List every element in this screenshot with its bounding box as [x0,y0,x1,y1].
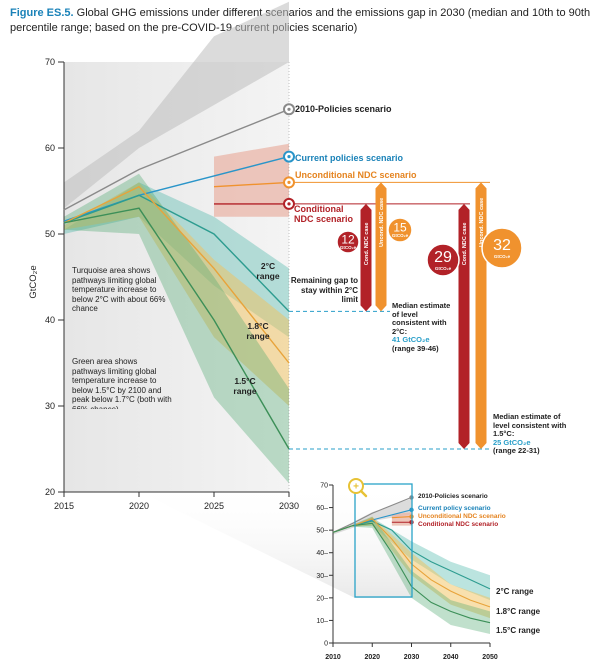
median-2c-text: Median estimate of level consistent with… [392,302,451,336]
inset-y-tick-label: 50– [316,528,328,535]
inset-range-2c-label: 2°C range [496,587,534,596]
median-2c-range: (range 39-46) [392,343,439,353]
svg-text:+: + [353,482,359,493]
gap-value: 32 [493,237,511,254]
magnifier-plus-icon[interactable] [348,478,364,494]
median-15c-text: Median estimate of level consistent with… [493,413,567,439]
gap-bar-arrow [375,182,387,312]
main-series-line [63,108,290,211]
gap-value-badge [426,243,460,277]
inset-scenario-current-label: Current policy scenario [418,505,491,512]
gap-value: 29 [434,249,452,266]
gap-bar-label: Cond. NDC case [364,223,370,266]
inset-range-15c-label: 1.5°C range [496,626,541,635]
gap-bar-arrow [360,203,372,312]
gap-value: 12 [341,233,355,247]
inset-y-tick-label: 40– [316,550,328,557]
gap-value-unit: GtCO₂e [392,233,409,238]
turquoise-area-note: Turquoise area shows pathways limiting g… [72,266,165,313]
gap-value-badge [481,227,523,269]
figure-number: Figure ES.5. [10,7,74,19]
main-y-tick-label: 70 [45,57,55,67]
gap-value-unit: GtCO₂e [340,245,357,250]
scenario-conditional-label: Conditional NDC scenario [294,204,353,224]
scenario-end-marker-dot [287,155,291,159]
gap-bar-label: Uncond. NDC case [379,198,385,247]
main-y-tick-label: 20 [45,487,55,497]
inset-scenario-unconditional-label: Unconditional NDC scenario [418,513,506,520]
yellow-18c-band [64,182,289,406]
scenario-current-label: Current policies scenario [295,153,404,163]
main-y-tick-label: 40 [45,315,55,325]
gap-value-badge [387,217,413,243]
gap-value-unit: GtCO₂e [494,254,511,259]
range-15c-label: 1.5°C range [233,376,256,396]
inset-x-tick-label: 2040 [443,654,459,661]
inset-y-tick-label: 30– [316,573,328,580]
range-2c-label: 2°C range [256,261,279,281]
main-y-tick-label: 30 [45,401,55,411]
inset-chart-axes: 0 10– 20– 30– 40– 50– 60– 70 2010 2020 2030 2040 205… [316,483,498,662]
main-x-tick-label: 2015 [54,501,74,511]
remaining-gap-label: Remaining gap to stay within 2°C limit [291,276,358,304]
main-series-line [63,207,290,450]
main-series-line [63,194,290,312]
inset-y-tick-label: 70 [320,483,328,490]
inset-y-tick-label: 10– [316,618,328,625]
gap-value-unit: GtCO₂e [435,266,452,271]
inset-x-tick-label: 2020 [364,654,380,661]
median-2c-value: 41 GtCO₂e [392,335,430,345]
green-area-note: Green area shows pathways limiting globa… [72,357,172,409]
gap-bar-arrow [458,203,470,449]
inset-x-tick-label: 2050 [482,654,498,661]
main-x-tick-label: 2025 [204,501,224,511]
inset-y-tick-label: 0 [324,641,328,648]
scenario-unconditional-label: Unconditional NDC scenario [295,170,417,180]
median-15c-estimate: Median estimate of level consistent with… [493,413,567,456]
gap-value: 15 [393,221,407,235]
gap-bar-label: Uncond. NDC case [479,198,485,247]
scenario-end-marker-dot [287,107,291,111]
inset-series-line [332,496,412,533]
green-15c-band [64,173,289,484]
inset-scenario-2010-label: 2010-Policies scenario [418,493,488,500]
main-x-tick-label: 2020 [129,501,149,511]
inset-x-tick-label: 2030 [404,654,420,661]
gap-bar-label: Cond. NDC case [462,223,468,266]
scenario-end-marker-dot [287,202,291,206]
inset-range-18c-label: 1.8°C range [496,607,541,616]
main-y-tick-label: 50 [45,229,55,239]
main-series-line [63,185,290,364]
scenario-end-marker-dot [287,180,291,184]
main-chart-lines [63,103,490,450]
inset-zoom-box [354,483,413,598]
range-18c-label: 1.8°C range [246,321,269,341]
zoom-icon[interactable]: + [348,478,368,498]
main-x-tick-label: 2030 [279,501,299,511]
inset-scenario-conditional-label: Conditional NDC scenario [418,521,498,528]
inset-y-tick-label: 60– [316,505,328,512]
zoom-wedge [140,482,412,598]
inset-series-line [391,516,412,519]
policies-2010-band [64,1,289,209]
main-y-tick-label: 60 [45,143,55,153]
main-series-line [213,181,290,188]
median-2c-estimate: Median estimate of level consistent with… [392,302,451,353]
median-15c-range: (range 22-31) [493,446,540,456]
median-15c-value: 25 GtCO₂e [493,437,531,447]
gap-value-badge [336,230,360,254]
inset-x-tick-label: 2010 [325,654,341,661]
main-y-axis-label: GtCO₂e [28,265,39,298]
scenario-2010-label: 2010-Policies scenario [295,104,392,114]
inset-y-tick-label: 20– [316,595,328,602]
